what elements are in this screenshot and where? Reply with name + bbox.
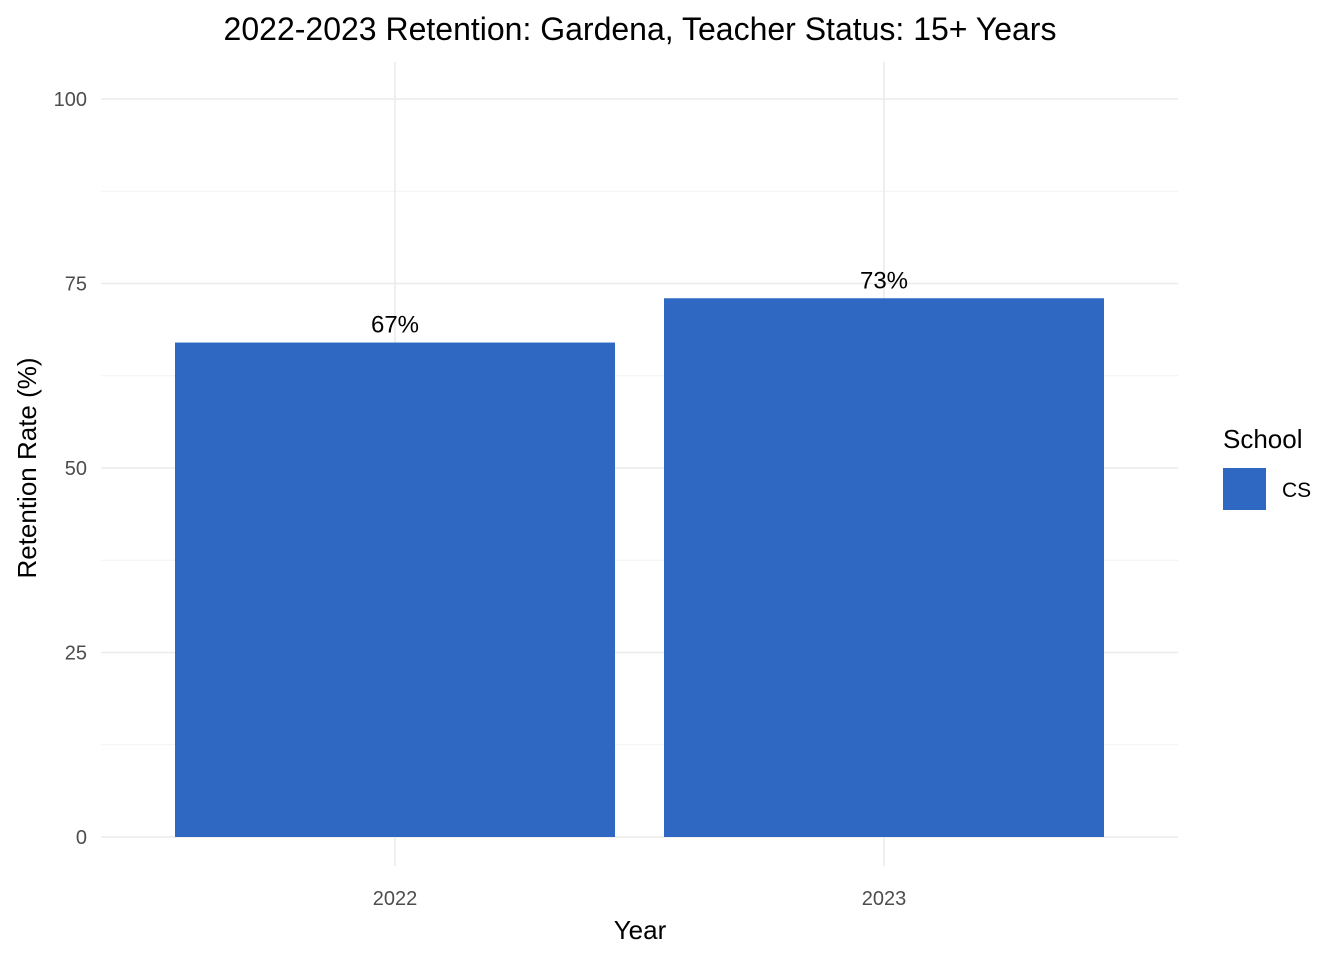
bar-2022 [175, 342, 615, 837]
bars [175, 298, 1104, 837]
x-axis-ticks: 2022 2023 [373, 888, 907, 910]
legend: School CS [1223, 424, 1311, 510]
x-axis-title: Year [614, 915, 667, 945]
bar-value-label: 67% [371, 312, 419, 339]
data-labels: 67% 73% [371, 267, 908, 338]
x-tick-label: 2022 [373, 888, 418, 910]
y-tick-label: 100 [54, 89, 87, 111]
y-tick-label: 50 [65, 458, 87, 480]
y-tick-label: 0 [76, 827, 87, 849]
y-axis-ticks: 0 25 50 75 100 [54, 89, 87, 849]
legend-label: CS [1282, 479, 1311, 502]
bar-value-label: 73% [860, 267, 908, 294]
y-tick-label: 25 [65, 643, 87, 665]
chart-title: 2022-2023 Retention: Gardena, Teacher St… [224, 11, 1057, 47]
legend-key [1223, 468, 1266, 510]
legend-title: School [1223, 424, 1303, 454]
x-tick-label: 2023 [862, 888, 907, 910]
bar-2023 [664, 298, 1104, 837]
legend-entries: CS [1223, 468, 1311, 510]
y-axis-title: Retention Rate (%) [12, 357, 42, 578]
y-tick-label: 75 [65, 274, 87, 296]
